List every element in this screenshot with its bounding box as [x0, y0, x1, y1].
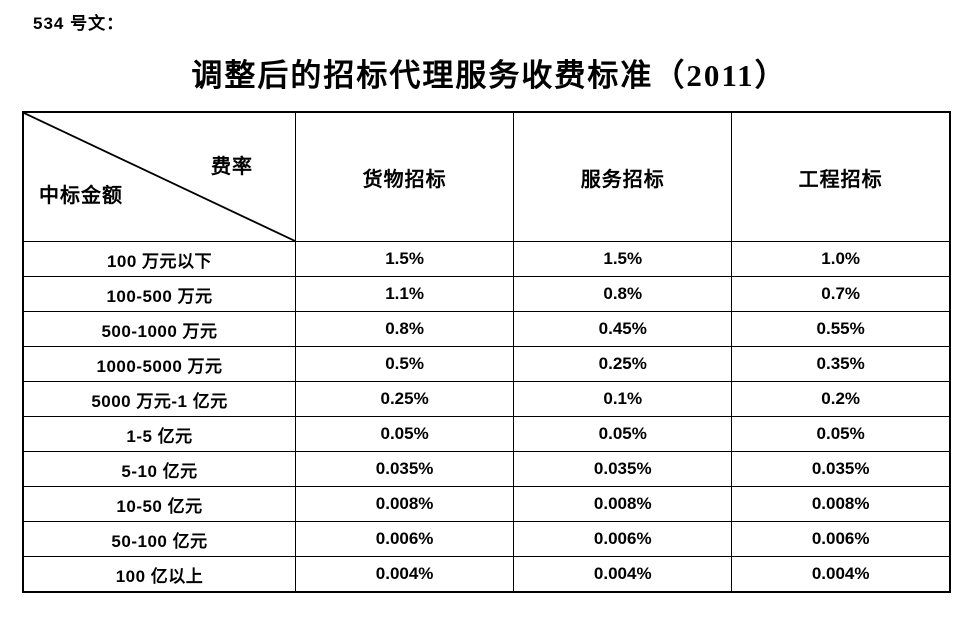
fee-rate-value: 0.05%: [731, 416, 951, 452]
fee-rate-value: 0.1%: [513, 381, 733, 417]
fee-rate-value: 0.035%: [295, 451, 515, 487]
fee-rate-value: 0.45%: [513, 311, 733, 347]
fee-rate-value: 0.35%: [731, 346, 951, 382]
table-row: 500-1000 万元 0.8% 0.45% 0.55%: [22, 311, 951, 347]
row-label-bid-amount-range: 100-500 万元: [22, 276, 297, 312]
fee-rate-value: 0.008%: [731, 486, 951, 522]
fee-table-body: 100 万元以下 1.5% 1.5% 1.0% 100-500 万元 1.1% 0.8% 0.…: [22, 241, 951, 593]
header-row: 费率 中标金额 货物招标 服务招标 工程招标: [22, 111, 951, 242]
row-label-bid-amount-range: 1000-5000 万元: [22, 346, 297, 382]
corner-label-rate: 费率: [211, 156, 254, 178]
table-row: 50-100 亿元 0.006% 0.006% 0.006%: [22, 521, 951, 557]
page-title: 调整后的招标代理服务收费标准（2011）: [191, 58, 788, 93]
fee-rate-value: 0.008%: [295, 486, 515, 522]
fee-rate-value: 0.004%: [513, 556, 733, 593]
corner-header-cell: 费率 中标金额: [22, 111, 297, 242]
table-row: 5000 万元-1 亿元 0.25% 0.1% 0.2%: [22, 381, 951, 417]
fee-rate-value: 0.55%: [731, 311, 951, 347]
column-header-engineering-tender: 工程招标: [731, 111, 951, 242]
table-row: 1000-5000 万元 0.5% 0.25% 0.35%: [22, 346, 951, 382]
table-row: 10-50 亿元 0.008% 0.008% 0.008%: [22, 486, 951, 522]
fee-rate-value: 1.1%: [295, 276, 515, 312]
corner-label-bid-amount: 中标金额: [39, 185, 123, 207]
row-label-bid-amount-range: 100 亿以上: [22, 556, 297, 593]
row-label-bid-amount-range: 1-5 亿元: [22, 416, 297, 452]
row-label-bid-amount-range: 500-1000 万元: [22, 311, 297, 347]
fee-rate-value: 0.006%: [731, 521, 951, 557]
column-header-goods-tender: 货物招标: [295, 111, 515, 242]
table-row: 100 万元以下 1.5% 1.5% 1.0%: [22, 241, 951, 277]
fee-rate-value: 0.7%: [731, 276, 951, 312]
fee-rate-value: 0.035%: [731, 451, 951, 487]
fee-rate-value: 0.035%: [513, 451, 733, 487]
row-label-bid-amount-range: 5-10 亿元: [22, 451, 297, 487]
fee-rate-value: 0.008%: [513, 486, 733, 522]
fee-rate-table: 费率 中标金额 货物招标 服务招标 工程招标 100 万元以下 1.5% 1.5% 1…: [22, 111, 951, 593]
row-label-bid-amount-range: 100 万元以下: [22, 241, 297, 277]
table-row: 100 亿以上 0.004% 0.004% 0.004%: [22, 556, 951, 593]
fee-rate-value: 0.8%: [295, 311, 515, 347]
row-label-bid-amount-range: 50-100 亿元: [22, 521, 297, 557]
fee-rate-value: 0.2%: [731, 381, 951, 417]
fee-rate-value: 0.004%: [295, 556, 515, 593]
fee-rate-value: 0.5%: [295, 346, 515, 382]
column-header-service-tender: 服务招标: [513, 111, 733, 242]
fee-rate-value: 0.05%: [513, 416, 733, 452]
row-label-bid-amount-range: 5000 万元-1 亿元: [22, 381, 297, 417]
fee-rate-value: 0.25%: [295, 381, 515, 417]
table-row: 100-500 万元 1.1% 0.8% 0.7%: [22, 276, 951, 312]
fee-rate-value: 1.0%: [731, 241, 951, 277]
fee-rate-value: 0.004%: [731, 556, 951, 593]
table-row: 5-10 亿元 0.035% 0.035% 0.035%: [22, 451, 951, 487]
doc-reference-number: 534 号文：: [33, 14, 125, 33]
fee-rate-value: 0.006%: [295, 521, 515, 557]
fee-rate-value: 0.8%: [513, 276, 733, 312]
diagonal-divider-line: [24, 113, 295, 241]
fee-rate-value: 0.006%: [513, 521, 733, 557]
table-row: 1-5 亿元 0.05% 0.05% 0.05%: [22, 416, 951, 452]
fee-rate-value: 0.25%: [513, 346, 733, 382]
fee-rate-value: 0.05%: [295, 416, 515, 452]
fee-rate-value: 1.5%: [513, 241, 733, 277]
row-label-bid-amount-range: 10-50 亿元: [22, 486, 297, 522]
fee-rate-value: 1.5%: [295, 241, 515, 277]
